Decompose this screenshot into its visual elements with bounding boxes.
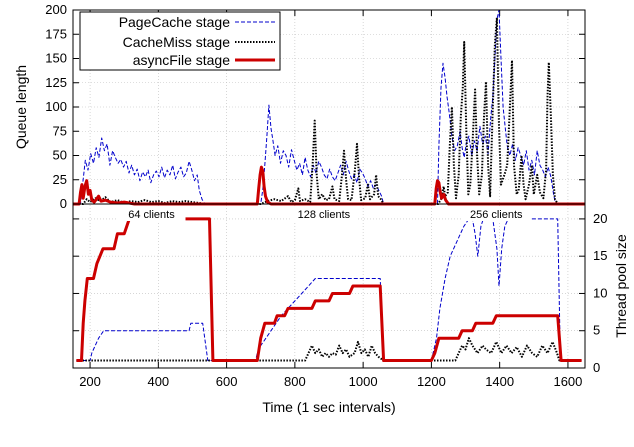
ytick-label-queue-0: 0 <box>60 196 67 211</box>
annotation-bg-0 <box>117 207 186 221</box>
pool-series-pagecache-stage <box>76 218 582 361</box>
legend-box <box>79 11 281 71</box>
plot-frame <box>72 9 586 369</box>
ytick-label-queue-125: 125 <box>45 75 67 90</box>
legend-label-asyncfile: asyncFile stage <box>133 52 230 68</box>
ytick-label-pool-0: 0 <box>593 360 600 375</box>
annotation-bg-1 <box>289 207 358 221</box>
ytick-label-pool-5: 5 <box>593 323 600 338</box>
xtick-label-1000: 1000 <box>349 374 378 389</box>
ytick-label-queue-150: 150 <box>45 51 67 66</box>
client-annotations: 64 clients 128 clients 256 clients <box>117 207 531 221</box>
tick-labels: 0 25 50 75 100 125 150 175 200 0 5 10 15 20 200 400 600 8… <box>45 2 607 389</box>
ytick-label-queue-175: 175 <box>45 26 67 41</box>
y-axis-label-thread-pool-size: Thread pool size <box>613 234 629 338</box>
legend-label-pagecache: PageCache stage <box>119 14 231 30</box>
ytick-label-queue-100: 100 <box>45 99 67 114</box>
y-axis-label-queue-length: Queue length <box>13 65 29 149</box>
ytick-label-pool-15: 15 <box>593 248 607 263</box>
annotation-bg-2 <box>462 207 531 221</box>
xtick-label-1200: 1200 <box>417 374 446 389</box>
ytick-label-queue-50: 50 <box>53 148 67 163</box>
ytick-label-queue-200: 200 <box>45 2 67 17</box>
ytick-label-queue-25: 25 <box>53 172 67 187</box>
xtick-label-200: 200 <box>79 374 101 389</box>
annotation-clients-1: 128 clients <box>298 209 351 221</box>
ytick-label-pool-20: 20 <box>593 211 607 226</box>
pool-series-asyncfile-stage <box>76 217 582 362</box>
xtick-label-1600: 1600 <box>553 374 582 389</box>
xtick-label-400: 400 <box>147 374 169 389</box>
legend-label-cachemiss: CacheMiss stage <box>123 34 231 50</box>
legend: PageCache stage CacheMiss stage asyncFil… <box>79 11 281 71</box>
annotation-clients-0: 64 clients <box>128 209 175 221</box>
x-axis-label: Time (1 sec intervals) <box>262 399 395 415</box>
pool-series-cachemiss-stage <box>76 337 582 362</box>
xtick-label-800: 800 <box>284 374 306 389</box>
queue-series-cachemiss-stage <box>73 16 585 205</box>
xtick-label-600: 600 <box>216 374 238 389</box>
ytick-label-pool-10: 10 <box>593 285 607 300</box>
xtick-label-1400: 1400 <box>485 374 514 389</box>
annotation-clients-2: 256 clients <box>470 209 523 221</box>
ytick-label-queue-75: 75 <box>53 123 67 138</box>
